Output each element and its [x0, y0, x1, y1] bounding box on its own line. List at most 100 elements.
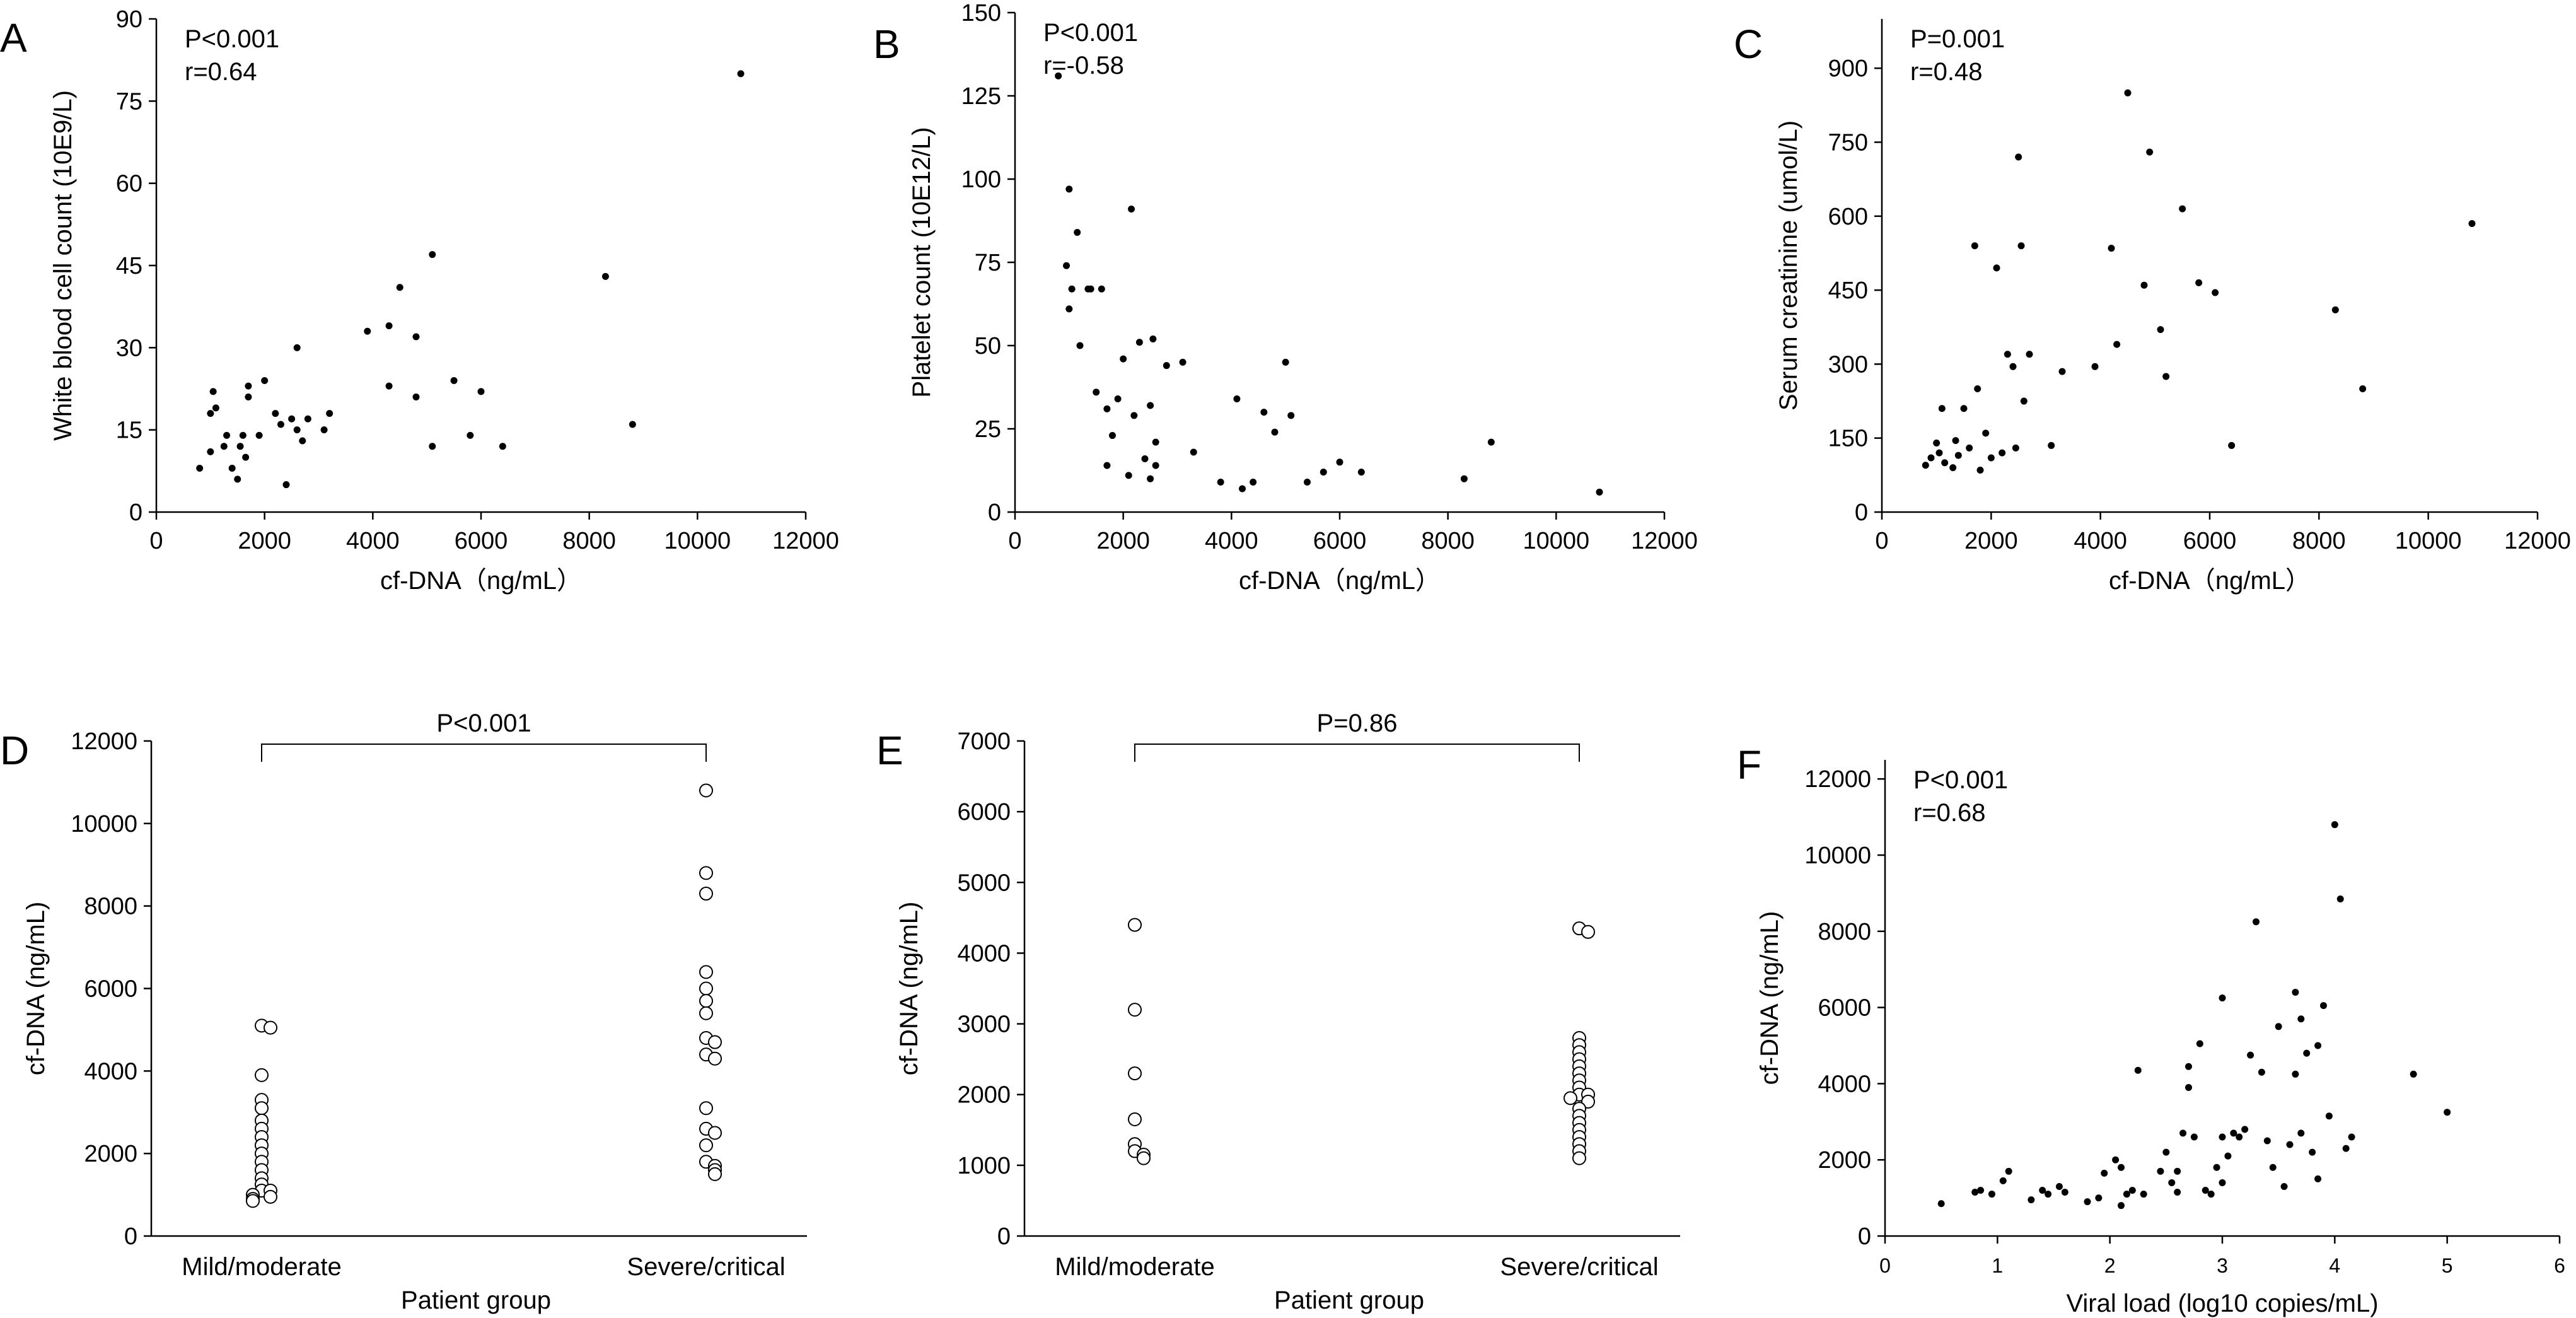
data-point — [699, 965, 713, 979]
data-point — [2292, 988, 2299, 996]
y-tick-label: 8000 — [84, 894, 137, 920]
data-point — [1988, 1191, 1995, 1198]
data-point — [1935, 449, 1943, 457]
x-axis-title: cf-DNA（ng/mL） — [380, 567, 582, 595]
y-tick-label: 150 — [961, 0, 1001, 26]
category-label: Severe/critical — [1500, 1253, 1658, 1281]
data-point — [1949, 464, 1957, 472]
data-point — [1927, 454, 1935, 462]
y-tick-label: 3000 — [957, 1012, 1011, 1038]
x-axis-title: cf-DNA（ng/mL） — [2109, 567, 2311, 595]
data-point — [320, 426, 328, 434]
data-point — [2118, 1202, 2125, 1210]
data-point — [2195, 279, 2203, 286]
data-point — [1120, 355, 1127, 363]
x-tick-label: 4000 — [2074, 528, 2127, 554]
data-point — [1982, 429, 1990, 437]
data-point — [1596, 488, 1603, 496]
data-point — [2026, 351, 2033, 358]
x-tick-label: 0 — [149, 528, 163, 554]
x-tick-label: 6000 — [2183, 528, 2237, 554]
y-tick-label: 125 — [961, 83, 1001, 110]
data-point — [1103, 405, 1111, 412]
data-point — [1941, 459, 1949, 467]
data-point — [2331, 306, 2339, 313]
y-tick-label: 50 — [975, 333, 1001, 359]
data-point — [234, 475, 241, 483]
data-point — [2174, 1167, 2181, 1175]
data-point — [412, 394, 420, 401]
data-point — [1217, 478, 1224, 486]
data-point — [1149, 335, 1157, 342]
data-point — [2219, 1179, 2226, 1186]
data-point — [1147, 402, 1154, 409]
data-point — [196, 464, 204, 472]
data-point — [2444, 1109, 2451, 1116]
data-point — [1971, 1189, 1979, 1196]
y-tick-label: 30 — [116, 335, 142, 361]
x-axis-title: Viral load (log10 copies/mL) — [2066, 1290, 2378, 1317]
panel-f: F 0 2000 4000 6000 8000 10000 12000 cf-DNA (ng/m… — [1737, 742, 2565, 1317]
data-point — [699, 1101, 713, 1116]
data-point — [1239, 485, 1246, 493]
data-point — [277, 421, 284, 428]
data-point — [2275, 1023, 2282, 1030]
data-point — [2258, 1068, 2265, 1076]
data-point — [708, 1167, 722, 1181]
data-point — [2224, 1152, 2232, 1160]
panel-label: D — [0, 728, 29, 773]
data-point — [1977, 1187, 1985, 1194]
data-point — [1971, 242, 1978, 250]
y-tick-label: 4000 — [957, 940, 1011, 967]
data-point — [1987, 454, 1995, 462]
data-point — [477, 388, 485, 395]
data-point — [364, 327, 371, 335]
data-point — [2212, 289, 2219, 296]
data-point — [239, 431, 247, 439]
data-point — [2012, 444, 2019, 452]
x-tick-label: 8000 — [562, 528, 616, 554]
data-point — [699, 783, 713, 798]
y-tick-label: 900 — [1828, 55, 1868, 82]
y-tick-label: 300 — [1828, 351, 1868, 378]
data-point — [1487, 438, 1495, 446]
data-point — [2190, 1133, 2198, 1141]
data-point — [246, 1194, 260, 1208]
y-axis-title: White blood cell count (10E9/L) — [49, 90, 77, 441]
data-point — [2247, 1051, 2254, 1059]
data-point — [304, 415, 311, 423]
data-point — [1993, 264, 2000, 272]
data-point — [1152, 438, 1159, 446]
y-tick-label: 8000 — [1818, 919, 1871, 945]
data-point — [1063, 262, 1070, 269]
data-point — [1074, 228, 1081, 236]
category-label: Mild/moderate — [1055, 1253, 1214, 1281]
data-point — [1581, 924, 1595, 939]
panel-label: E — [876, 728, 903, 773]
data-point — [1128, 1112, 1142, 1126]
x-tick-label: 10000 — [1523, 528, 1589, 554]
data-point — [1163, 362, 1170, 370]
y-tick-label: 5000 — [957, 870, 1011, 896]
data-point — [245, 394, 252, 401]
data-point — [2219, 994, 2226, 1001]
data-point — [207, 448, 214, 455]
data-point — [499, 443, 506, 450]
data-point — [1076, 342, 1084, 349]
data-point — [236, 443, 244, 450]
data-point — [1128, 206, 1135, 213]
x-axis-title: Patient group — [1274, 1286, 1424, 1314]
x-tick-label: 4000 — [346, 528, 400, 554]
y-tick-label: 2000 — [1818, 1147, 1871, 1174]
data-point — [1098, 285, 1105, 293]
y-tick-label: 100 — [961, 166, 1001, 193]
data-point — [1128, 1066, 1142, 1081]
data-point — [737, 70, 745, 78]
data-point — [2095, 1194, 2103, 1202]
data-point — [1125, 472, 1132, 479]
data-point — [1141, 455, 1149, 463]
x-tick-label: 2 — [2104, 1254, 2116, 1277]
y-tick-label: 0 — [1855, 499, 1868, 526]
data-point — [1128, 918, 1142, 932]
y-tick-label: 45 — [116, 253, 142, 279]
